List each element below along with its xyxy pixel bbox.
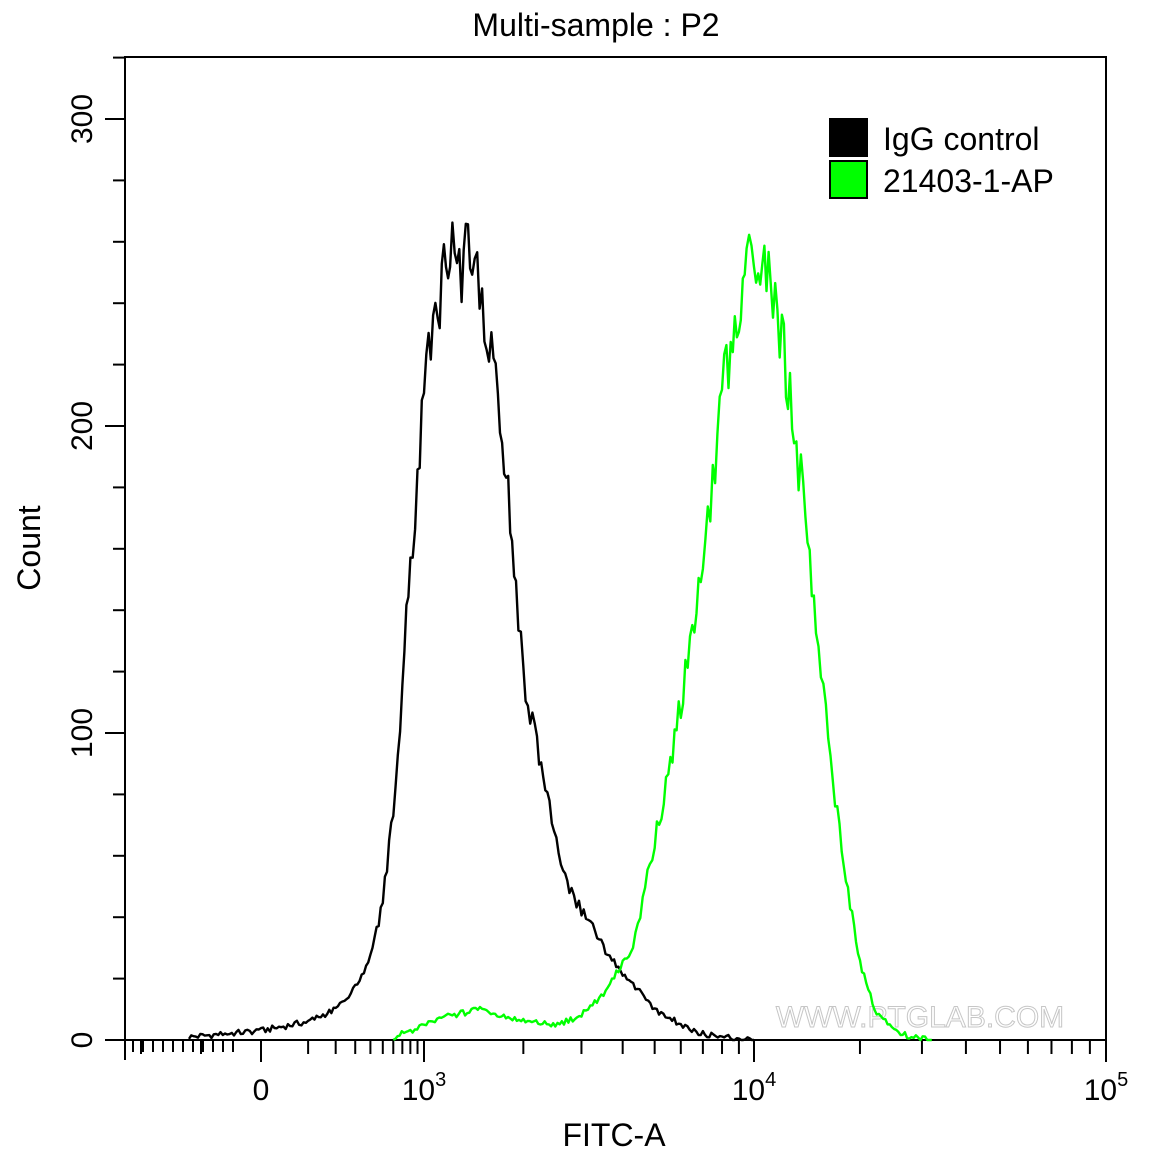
- watermark: WWW.PTGLAB.COM: [776, 1001, 1064, 1034]
- y-tick-label: 0: [66, 1032, 99, 1049]
- legend-label: IgG control: [883, 121, 1040, 157]
- legend-swatch: [829, 160, 868, 199]
- x-tick-label: 105: [1084, 1069, 1129, 1107]
- x-tick-label: 103: [402, 1069, 447, 1107]
- x-axis-label: FITC-A: [562, 1117, 666, 1153]
- series-layer: [187, 221, 932, 1042]
- y-axis-label: Count: [11, 505, 47, 591]
- legend-swatch: [829, 118, 868, 157]
- y-tick-label: 300: [66, 94, 99, 144]
- legend-label: 21403-1-AP: [883, 163, 1054, 199]
- chart-title: Multi-sample : P2: [472, 7, 719, 43]
- y-tick-label: 100: [66, 708, 99, 758]
- legend: IgG control 21403-1-AP: [829, 118, 1054, 199]
- series-line-0: [187, 221, 754, 1042]
- y-tick-label: 200: [66, 401, 99, 451]
- x-tick-label: 0: [253, 1074, 270, 1107]
- x-tick-label: 104: [732, 1069, 777, 1107]
- y-axis: 0 100 200 300: [66, 56, 125, 1049]
- series-line-1: [392, 233, 932, 1042]
- plot-frame: [124, 56, 1107, 1041]
- x-axis: 0 103 104 105: [124, 1040, 1129, 1107]
